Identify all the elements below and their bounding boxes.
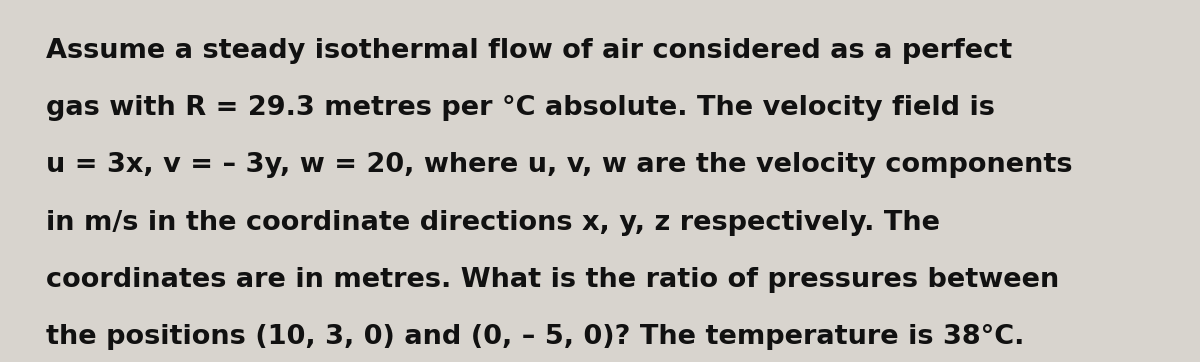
Text: u = 3x, v = – 3y, w = 20, where u, v, w are the velocity components: u = 3x, v = – 3y, w = 20, where u, v, w … (46, 152, 1072, 178)
Text: the positions (10, 3, 0) and (0, – 5, 0)? The temperature is 38°C.: the positions (10, 3, 0) and (0, – 5, 0)… (46, 324, 1024, 350)
Text: in m/s in the coordinate directions x, y, z respectively. The: in m/s in the coordinate directions x, y… (46, 210, 940, 236)
Text: gas with R = 29.3 metres per °C absolute. The velocity field is: gas with R = 29.3 metres per °C absolute… (46, 95, 995, 121)
Text: coordinates are in metres. What is the ratio of pressures between: coordinates are in metres. What is the r… (46, 267, 1058, 293)
Text: Assume a steady isothermal flow of air considered as a perfect: Assume a steady isothermal flow of air c… (46, 38, 1012, 64)
